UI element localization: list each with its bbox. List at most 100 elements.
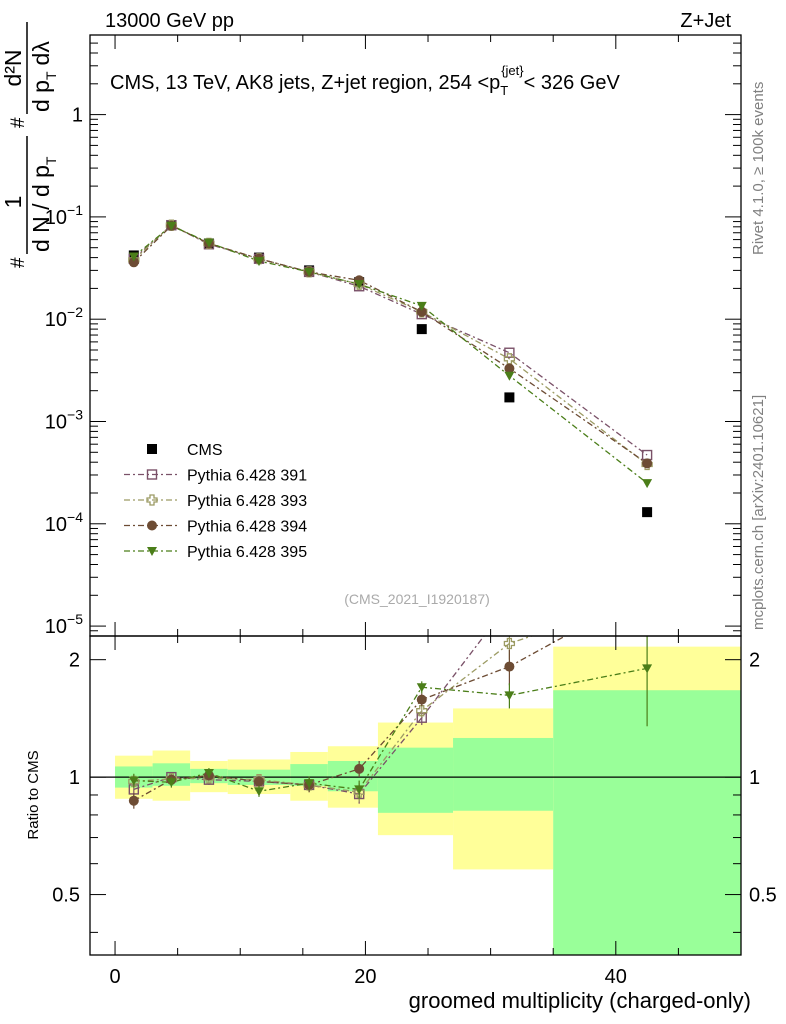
ratio-point-pythia-6-428-395-5: [354, 785, 365, 795]
main-y-tick-mantissa-3: 10: [45, 411, 67, 433]
ratio-point-pythia-6-428-395-6: [416, 683, 427, 693]
main-y-tick-label-5: 10−5: [45, 611, 83, 638]
band-inner-4: [290, 764, 328, 786]
x-tick-label-20: 20: [354, 966, 376, 988]
main-markers-pythia-6-428-394: [128, 220, 653, 469]
side-label-bottom: mcplots.cern.ch [arXiv:2401.10621]: [750, 395, 767, 630]
ylabel-den-1-sub: T: [43, 156, 59, 165]
x-tick-label-40: 40: [605, 966, 627, 988]
ratio-markers-pythia-6-428-395: [128, 636, 653, 799]
main-point-pythia-6-428-395-6: [416, 301, 427, 311]
chart-title-end: < 326 GeV: [524, 72, 621, 94]
ratio-line-pythia-6-428-393: [133, 636, 534, 793]
main-y-tick-exponent-5: −5: [67, 611, 83, 627]
x-tick-label-0: 0: [109, 966, 120, 988]
ratio-point-pythia-6-428-394-6: [416, 694, 427, 705]
main-y-tick-mantissa-1: 10: [45, 207, 67, 229]
ylabel-den-2-main: d p: [28, 80, 54, 112]
ylabel-hash-1: #: [8, 257, 29, 268]
main-point-pythia-6-428-395-8: [642, 479, 653, 489]
main-point-pythia-6-428-391-8: [641, 449, 653, 461]
main-line-pythia-6-428-391: [133, 224, 648, 456]
ratio-point-pythia-6-428-395-1: [166, 778, 177, 788]
side-label-top: Rivet 4.1.0, ≥ 100k events: [750, 82, 767, 255]
main-y-tick-label-2: 10−2: [45, 304, 83, 331]
main-y-tick-mantissa-2: 10: [45, 309, 67, 331]
main-ylabel: # 1 d N / d pT # d²N d pTdλ: [0, 22, 59, 268]
ratio-y-tick-label-left-2: 2: [69, 650, 80, 672]
legend: CMS Pythia 6.428 391 Pythia 6.428 393 Pythi…: [124, 442, 307, 561]
main-point-pythia-6-428-394-7: [504, 363, 515, 374]
main-markers-pythia-6-428-391: [128, 219, 653, 461]
main-point-pythia-6-428-395-0: [128, 252, 139, 262]
ratio-point-pythia-6-428-395-0: [128, 776, 139, 786]
band-inner-7: [453, 737, 554, 811]
legend-label-cms: CMS: [187, 442, 223, 459]
main-markers-pythia-6-428-395: [128, 221, 653, 489]
main-y-tick-label-3: 10−3: [45, 406, 83, 433]
ratio-point-pythia-6-428-394-0: [128, 795, 139, 806]
ylabel-den-2-end: dλ: [28, 41, 54, 66]
ylabel-num-1: 1: [0, 196, 26, 209]
series-markers: [128, 219, 653, 809]
ratio-y-tick-label-right-0: 0.5: [749, 885, 777, 907]
ratio-point-pythia-6-428-395-3: [254, 787, 265, 797]
ylabel-den-2-sub: T: [43, 71, 59, 80]
main-y-tick-exponent-1: −1: [67, 202, 83, 218]
main-point-cms-7: [504, 392, 515, 403]
ratio-point-pythia-6-428-391-7: [505, 598, 514, 607]
main-y-tick-mantissa-5: 10: [45, 616, 67, 638]
ratio-point-pythia-6-428-395-2: [203, 768, 214, 778]
legend-marker-pythia-6-428-395: [147, 547, 157, 556]
chart-title: CMS, 13 TeV, AK8 jets, Z+jet region, 254…: [110, 63, 620, 98]
ratio-y-tick-label-right-2: 2: [749, 650, 760, 672]
main-line-pythia-6-428-394: [133, 224, 648, 464]
main-point-pythia-6-428-395-3: [254, 257, 265, 267]
ratio-point-pythia-6-428-395-8: [642, 664, 653, 674]
chart-title-main: CMS, 13 TeV, AK8 jets, Z+jet region, 254…: [110, 72, 500, 94]
main-markers-pythia-6-428-393: [128, 219, 653, 471]
ratio-point-pythia-6-428-394-5: [354, 763, 365, 774]
x-axis-label: groomed multiplicity (charged-only): [409, 988, 751, 1013]
main-point-cms-8: [642, 507, 653, 518]
ratio-point-pythia-6-428-395-7: [504, 691, 515, 701]
ylabel-hash-2: #: [8, 117, 29, 128]
legend-marker-pythia-6-428-394: [147, 520, 157, 531]
ratio-point-pythia-6-428-393-8: [642, 592, 652, 602]
ratio-point-pythia-6-428-393-6: [416, 705, 428, 717]
main-point-pythia-6-428-394-0: [128, 257, 139, 268]
ylabel-num-2: d²N: [0, 49, 26, 86]
ratio-y-tick-label-left-0: 0.5: [52, 885, 80, 907]
main-point-pythia-6-428-395-5: [354, 280, 365, 290]
main-y-tick-label-4: 10−4: [45, 509, 83, 536]
main-point-pythia-6-428-394-6: [416, 306, 427, 317]
legend-label-pythia-6-428-394: Pythia 6.428 394: [187, 519, 307, 536]
ylabel-den-1-main: d N / d p: [28, 165, 54, 252]
legend-marker-cms: [147, 444, 157, 454]
main-point-pythia-6-428-395-2: [203, 238, 214, 248]
ylabel-den-1: d N / d pT: [28, 156, 59, 252]
ratio-line-pythia-6-428-395: [133, 667, 648, 792]
ratio-y-tick-label-right-1: 1: [749, 767, 760, 789]
main-point-pythia-6-428-395-1: [166, 221, 177, 231]
ratio-point-pythia-6-428-393-7: [503, 637, 516, 650]
ratio-y-tick-label-left-1: 1: [69, 767, 80, 789]
ratio-point-pythia-6-428-391-8: [643, 556, 652, 565]
ratio-panel-frame: [89, 635, 742, 956]
main-y-tick-exponent-2: −2: [67, 304, 83, 320]
main-point-pythia-6-428-393-7: [503, 353, 516, 365]
main-point-pythia-6-428-395-4: [304, 267, 315, 277]
band-inner-5: [327, 760, 378, 792]
main-line-pythia-6-428-393: [133, 224, 648, 465]
chart-title-sub: T: [500, 83, 508, 98]
legend-label-pythia-6-428-393: Pythia 6.428 393: [187, 493, 307, 510]
main-y-tick-exponent-4: −4: [67, 509, 83, 525]
legend-label-pythia-6-428-391: Pythia 6.428 391: [187, 468, 307, 485]
main-point-pythia-6-428-395-7: [504, 371, 515, 381]
ratio-point-pythia-6-428-394-7: [504, 661, 515, 672]
main-y-tick-mantissa-4: 10: [45, 514, 67, 536]
chart-title-sup: {jet}: [501, 63, 524, 78]
legend-label-pythia-6-428-395: Pythia 6.428 395: [187, 544, 307, 561]
